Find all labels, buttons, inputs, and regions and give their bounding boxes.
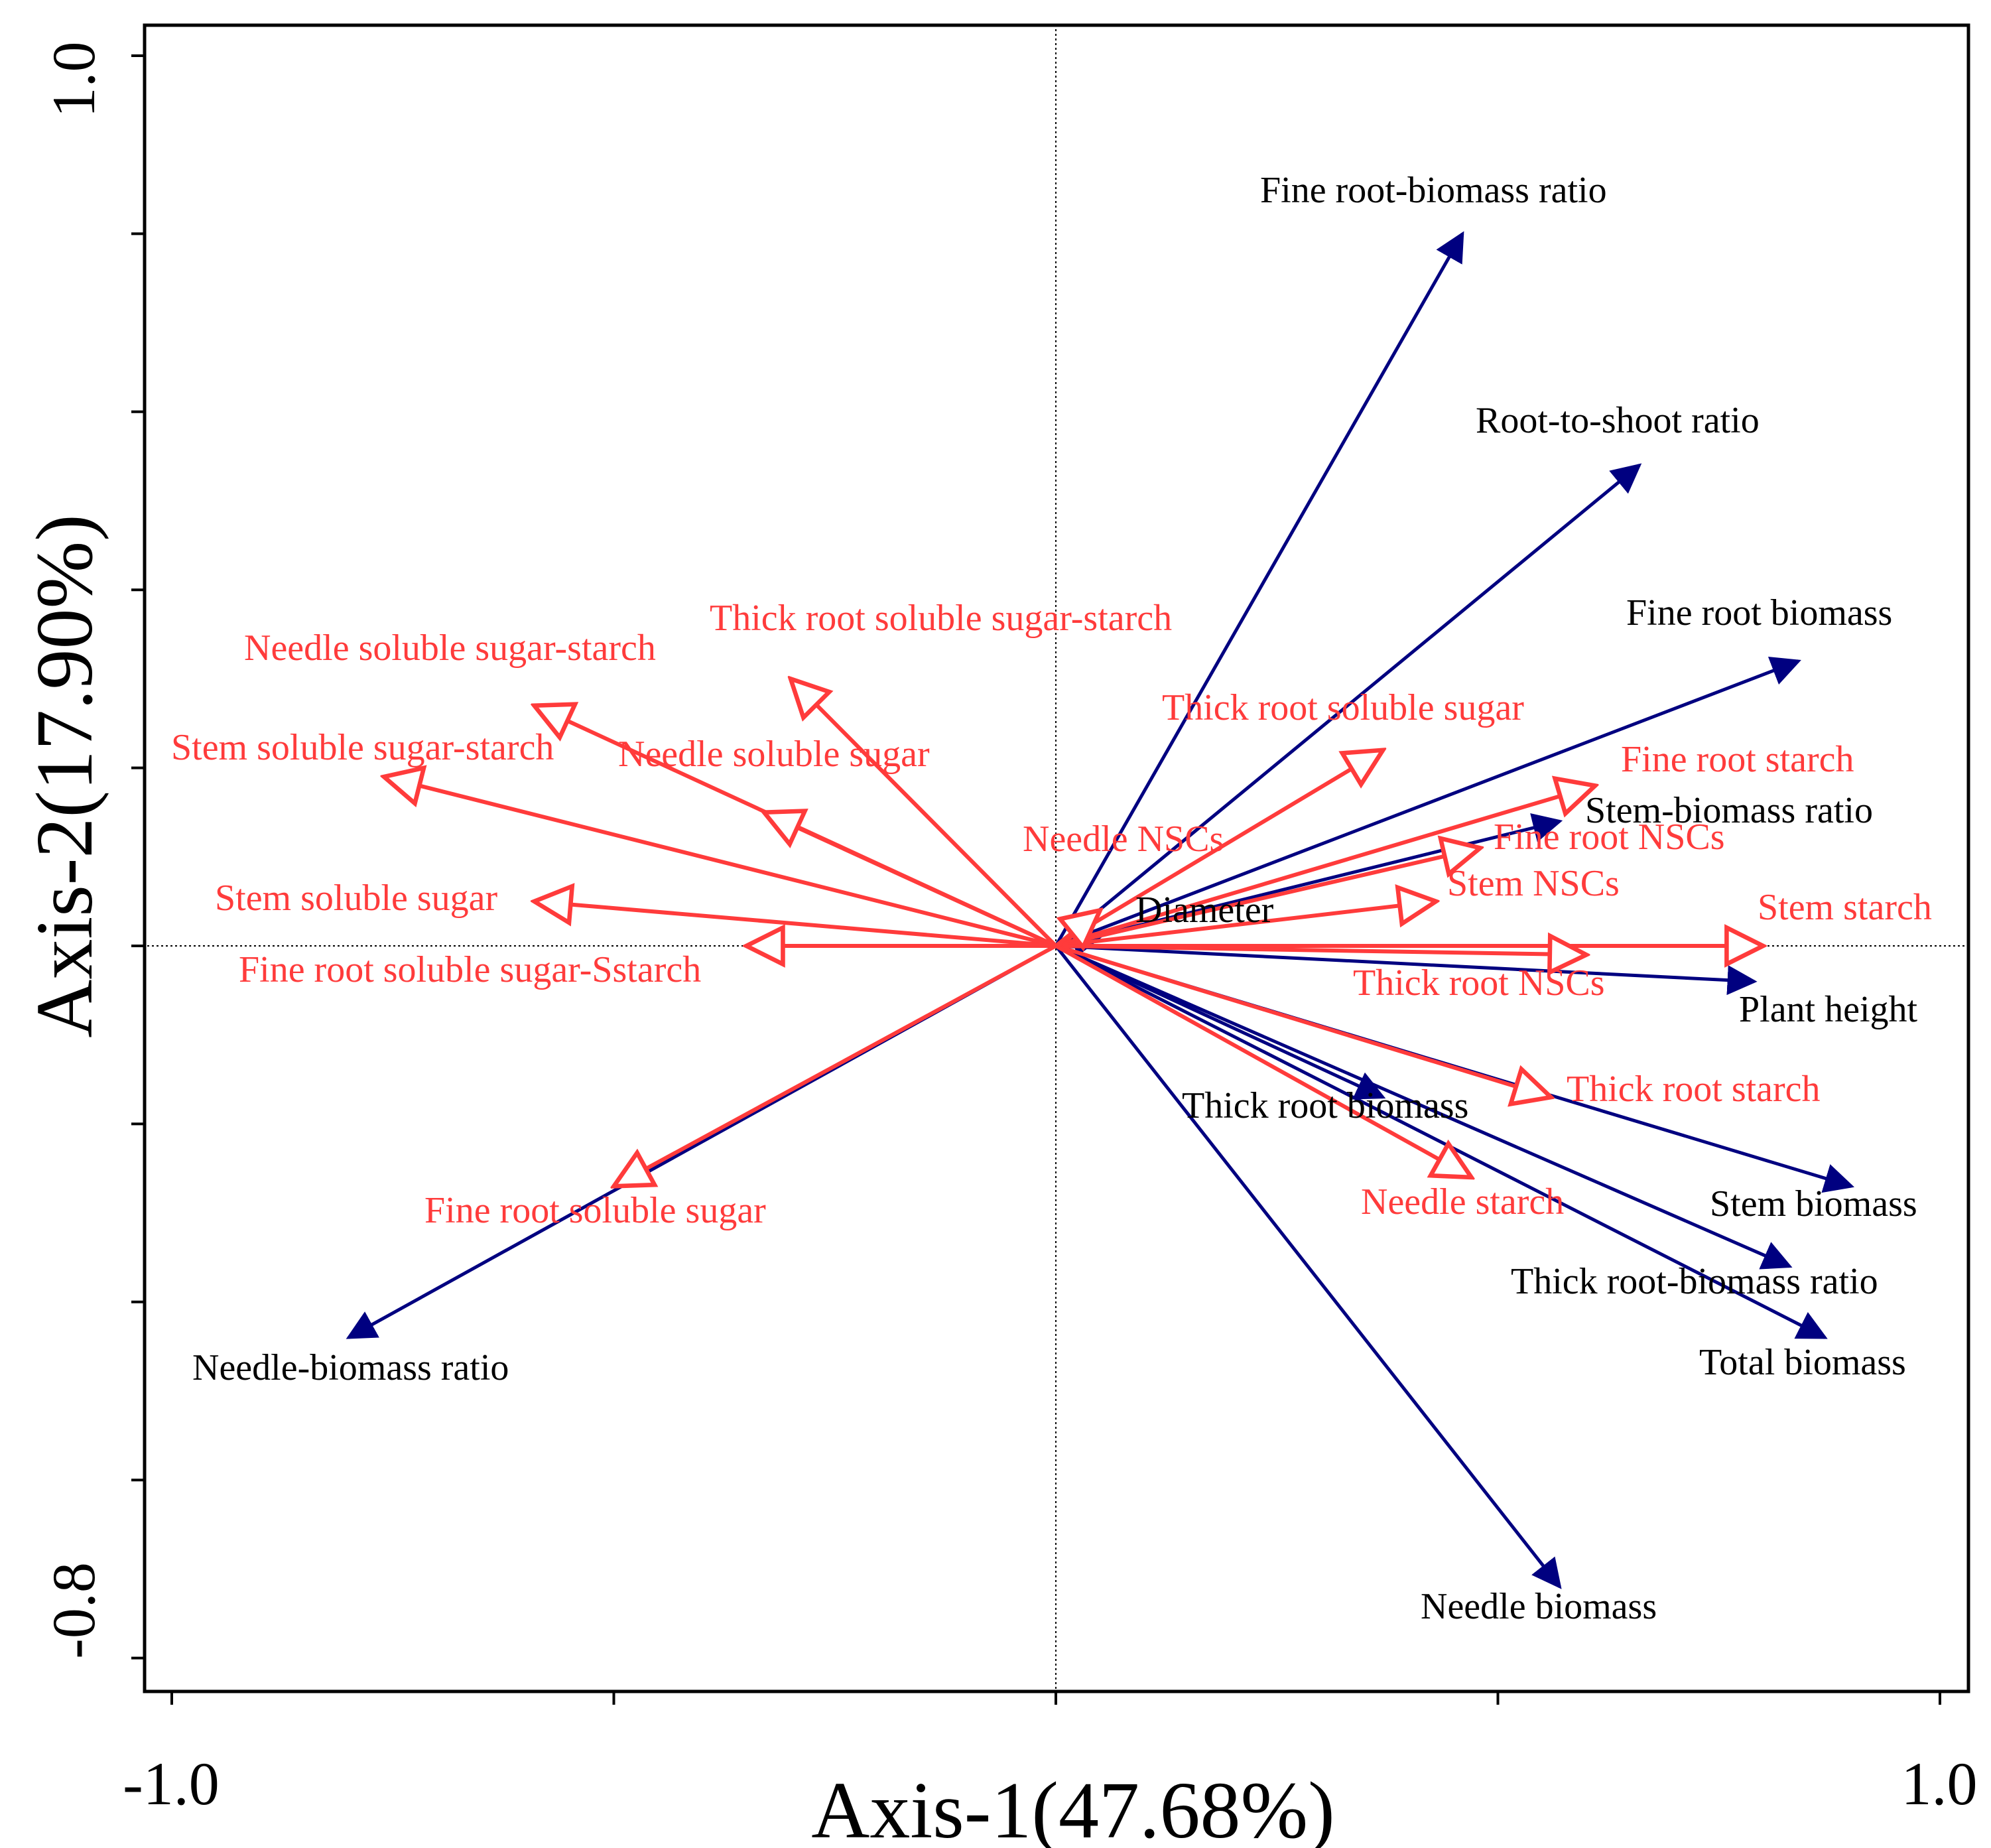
nsc-vector-fine-root-soluble-sugar: [614, 944, 1057, 1186]
vector-label: Thick root biomass: [1182, 1085, 1468, 1126]
growth-vector-thick-root-biomass-ratio: [1055, 944, 1793, 1270]
vector-label: Needle biomass: [1421, 1586, 1657, 1627]
nsc-vector-stem-nscs: [1055, 901, 1436, 948]
axis-ticks: [131, 54, 1941, 1705]
vector-label: Thick root starch: [1567, 1069, 1821, 1110]
nsc-vector-needle-soluble-sugar: [764, 813, 1057, 948]
x-tick-label-max: 1.0: [1901, 1750, 1978, 1817]
nsc-vector-thick-root-nscs: [1055, 946, 1586, 955]
growth-vector-fine-root-biomass-ratio: [1054, 231, 1464, 947]
vector-label: Fine root starch: [1621, 739, 1854, 780]
vector-label: Stem biomass: [1710, 1183, 1917, 1224]
vector-label: Needle-biomass ratio: [192, 1347, 509, 1388]
nsc-vectors: [384, 679, 1763, 1186]
vector-label: Fine root soluble sugar: [424, 1190, 766, 1231]
vector-label: Fine root-biomass ratio: [1260, 170, 1607, 211]
vector-labels: Fine root-biomass ratio Root-to-shoot rat…: [171, 170, 1932, 1627]
growth-vector-fine-root-biomass: [1055, 657, 1801, 948]
nsc-vector-thick-root-soluble-sugar: [1055, 750, 1383, 948]
growth-vector-needle-biomass: [1055, 945, 1562, 1589]
nsc-vector-thick-root-soluble-sugar-starch: [791, 679, 1058, 948]
vector-label: Total biomass: [1699, 1342, 1906, 1383]
vector-label: Thick root soluble sugar-starch: [710, 598, 1172, 639]
nsc-vector-fine-root-starch: [1055, 785, 1595, 948]
nsc-vector-stem-soluble-sugar-starch: [384, 777, 1057, 948]
vector-label: Fine root NSCs: [1494, 817, 1725, 858]
vector-label: Needle soluble sugar: [618, 734, 930, 775]
vector-label: Thick root soluble sugar: [1162, 687, 1524, 728]
vector-label: Stem starch: [1758, 887, 1932, 928]
vector-label: Fine root biomass: [1626, 592, 1892, 633]
y-tick-label-min: -0.8: [40, 1562, 107, 1659]
y-axis-title: Axis-2(17.90%): [20, 514, 109, 1038]
vector-label: Stem NSCs: [1447, 863, 1620, 904]
nsc-vector-stem-soluble-sugar: [535, 901, 1057, 948]
vector-label: Thick root NSCs: [1353, 962, 1605, 1004]
vector-label: Stem soluble sugar-starch: [171, 727, 554, 768]
vector-label: Fine root soluble sugar-Sstarch: [239, 949, 701, 990]
growth-vector-root-to-shoot-ratio: [1055, 463, 1642, 947]
x-axis-title: Axis-1(47.68%): [811, 1766, 1335, 1848]
nsc-vector-needle-starch: [1055, 944, 1472, 1177]
vector-label: Needle soluble sugar-starch: [244, 627, 656, 669]
nsc-vector-needle-nscs: [1055, 910, 1100, 946]
vector-label: Root-to-shoot ratio: [1476, 400, 1760, 441]
vector-label: Needle NSCs: [1023, 819, 1224, 860]
vector-label: Stem-biomass ratio: [1585, 790, 1873, 831]
vector-label: Plant height: [1739, 989, 1918, 1030]
nsc-vector-thick-root-starch: [1055, 944, 1551, 1097]
vector-label: Thick root-biomass ratio: [1511, 1261, 1878, 1302]
vector-label: Needle starch: [1361, 1181, 1564, 1222]
x-tick-label-min: -1.0: [123, 1750, 220, 1817]
nsc-vector-fine-root-nscs: [1055, 848, 1480, 948]
y-tick-label-max: 1.0: [40, 42, 107, 118]
vector-label: Stem soluble sugar: [215, 878, 498, 919]
growth-vector-plant-height: [1055, 944, 1758, 996]
vector-label: Diameter: [1135, 890, 1274, 931]
